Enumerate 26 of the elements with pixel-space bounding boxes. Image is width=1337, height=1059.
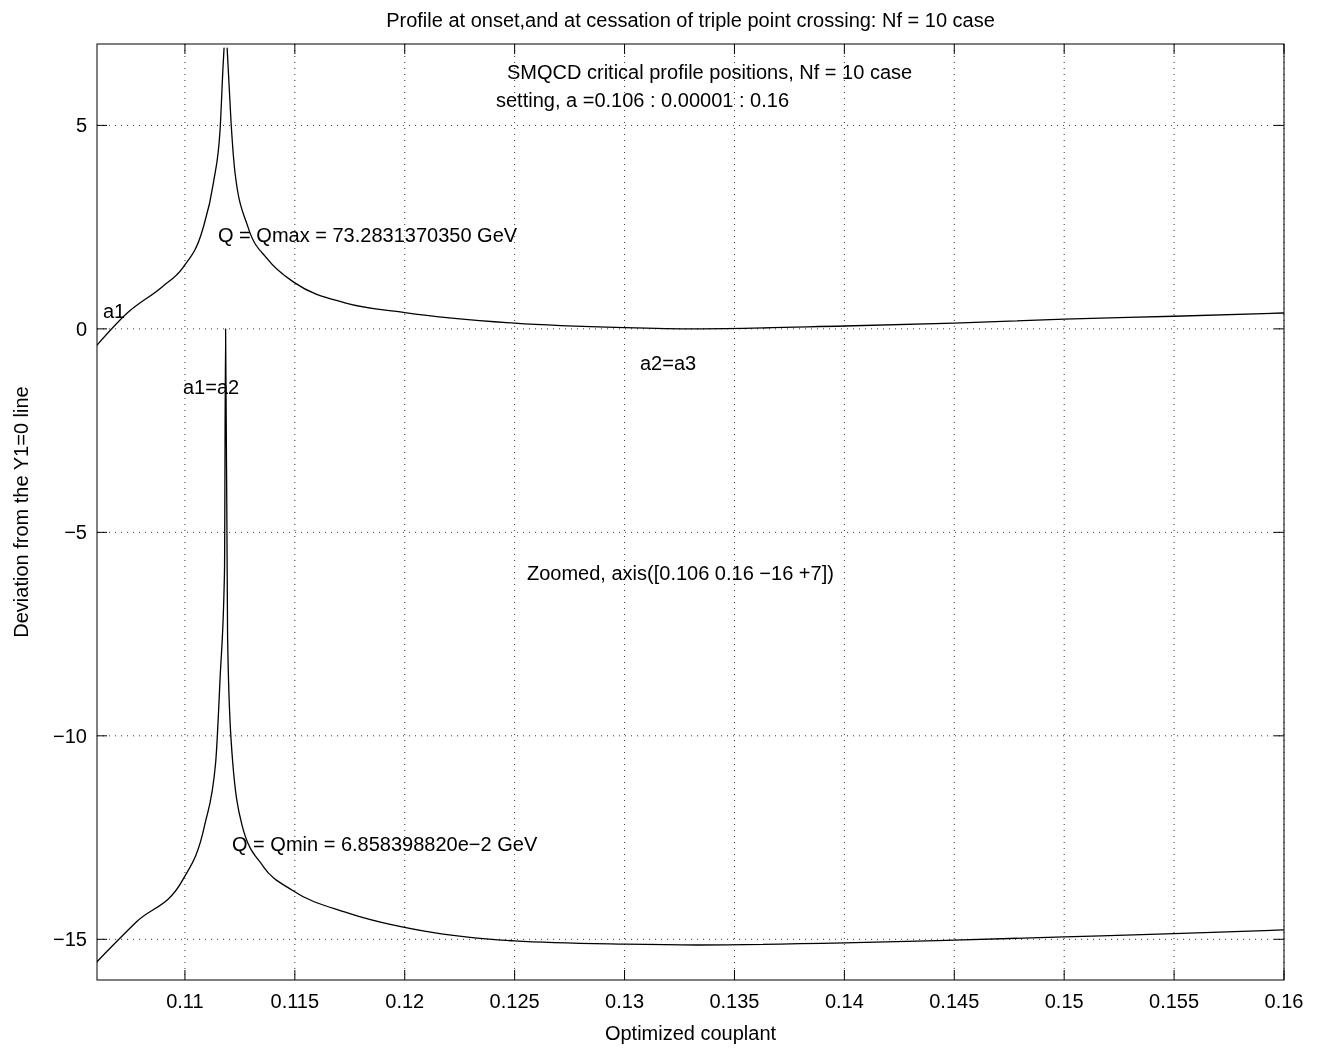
annotation: Q = Qmin = 6.858398820e−2 GeV: [232, 833, 538, 855]
annotation: a1: [103, 300, 126, 322]
annotation: setting, a =0.106 : 0.00001 : 0.16: [496, 89, 790, 111]
x-tick-label: 0.115: [270, 990, 320, 1012]
y-tick-label: 0: [75, 317, 87, 340]
y-tick-label: −5: [64, 521, 87, 544]
annotation: Q = Qmax = 73.2831370350 GeV: [218, 224, 518, 246]
chart-title: Profile at onset,and at cessation of triple point crossing: Nf = 10 case: [386, 9, 995, 31]
annotation: Zoomed, axis([0.106 0.16 −16 +7]): [527, 562, 834, 584]
x-tick-label: 0.145: [929, 990, 980, 1012]
x-tick-label: 0.16: [1264, 990, 1304, 1012]
y-tick-label: −10: [53, 724, 87, 747]
annotation: a2=a3: [640, 352, 697, 374]
x-tick-label: 0.11: [166, 990, 204, 1012]
x-tick-label: 0.135: [709, 990, 760, 1012]
x-tick-label: 0.13: [605, 990, 645, 1012]
annotation: SMQCD critical profile positions, Nf = 10 case: [507, 61, 913, 83]
x-tick-label: 0.15: [1044, 990, 1084, 1012]
x-tick-label: 0.125: [489, 990, 540, 1012]
x-axis-title: Optimized couplant: [604, 1022, 777, 1044]
y-tick-label: −15: [53, 928, 87, 951]
y-tick-label: 5: [75, 114, 87, 137]
x-tick-label: 0.14: [824, 990, 864, 1012]
x-tick-label: 0.12: [385, 990, 425, 1012]
y-axis-title: Deviation from the Y1=0 line: [10, 386, 32, 638]
x-tick-label: 0.155: [1149, 990, 1200, 1012]
